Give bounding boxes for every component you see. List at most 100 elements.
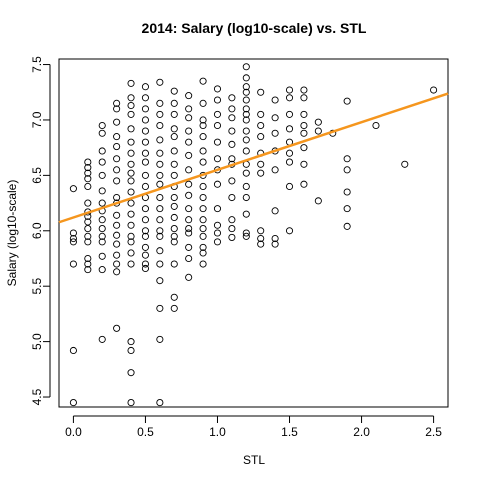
x-tick-label: 1.0 [209,425,226,439]
data-point [98,187,106,195]
y-tick-label: 7.5 [30,56,44,73]
data-point [300,144,308,152]
data-point [242,136,250,144]
data-point [242,83,250,91]
data-point [113,240,121,248]
data-point [271,240,279,248]
data-point [199,99,207,107]
data-point [156,136,164,144]
data-point [228,155,236,163]
data-point [185,180,193,188]
data-point [156,193,164,202]
data-point [430,86,438,94]
data-point [271,234,279,243]
data-point [228,140,236,148]
data-point [242,96,250,104]
data-point [213,121,222,130]
data-point [156,216,164,224]
data-point [300,160,308,168]
data-point [98,158,106,166]
data-point [84,254,92,263]
data-point [156,399,164,407]
data-point [213,138,222,146]
chart-title: 2014: Salary (log10-scale) vs. STL [142,20,367,36]
y-axis: 4.5 5.0 5.5 6.0 6.5 7.0 7.5 [30,56,51,405]
data-point [401,160,409,168]
data-point [127,177,135,185]
data-point [185,205,193,213]
data-point [127,169,135,177]
data-point [141,251,149,259]
data-point [242,229,250,237]
data-point [113,324,121,332]
data-point [113,166,121,174]
data-point [257,240,265,248]
data-point [141,116,149,124]
data-point [228,105,236,113]
data-point [300,110,308,118]
data-point [242,105,250,113]
data-point [127,125,135,133]
data-point [170,260,178,268]
data-point [271,114,279,122]
y-tick-label: 5.0 [30,333,44,350]
data-point [213,238,222,246]
data-point [213,229,222,237]
data-point [199,225,207,233]
data-point [228,233,236,241]
data-point [228,216,236,224]
data-point [84,182,92,191]
data-point [69,185,77,193]
data-point [127,210,135,218]
data-point [257,234,265,243]
data-point [170,225,178,233]
data-point [170,133,178,141]
data-point [257,160,265,168]
data-point [185,273,193,281]
data-point [98,252,106,260]
data-point [141,243,149,251]
data-point [300,86,308,94]
data-point [141,105,149,113]
data-point [84,266,92,274]
x-axis: 0.0 0.5 1.0 1.5 2.0 2.5 [65,415,442,439]
data-point [84,199,92,207]
data-point [343,205,351,213]
data-point [156,121,164,130]
data-point [185,191,193,199]
data-point [127,101,135,110]
data-point [156,247,164,255]
data-point [199,205,207,213]
data-point [257,110,265,118]
data-point [343,155,351,163]
data-point [185,114,193,122]
y-axis-label: Salary (log10-scale) [5,180,19,287]
data-point [242,127,250,135]
data-point [113,211,121,219]
data-point [228,225,236,233]
data-point [141,264,149,273]
data-point [127,94,135,102]
data-point [213,85,222,93]
data-point [170,293,178,301]
data-point [113,251,121,259]
data-point [257,121,265,130]
data-point [213,205,222,213]
data-point [113,133,121,141]
data-point [170,87,178,95]
plot-frame [58,58,449,408]
data-point [170,202,178,210]
data-point [242,147,250,155]
data-point [69,229,77,237]
y-tick-label: 4.5 [30,388,44,405]
data-point [127,249,135,257]
data-point [185,127,193,135]
data-point [141,232,149,240]
data-point [300,180,308,188]
data-point [141,260,149,268]
data-point [257,133,265,141]
data-point [199,193,207,202]
x-axis-label: STL [243,453,265,467]
data-point [199,77,207,85]
data-point [141,216,149,224]
